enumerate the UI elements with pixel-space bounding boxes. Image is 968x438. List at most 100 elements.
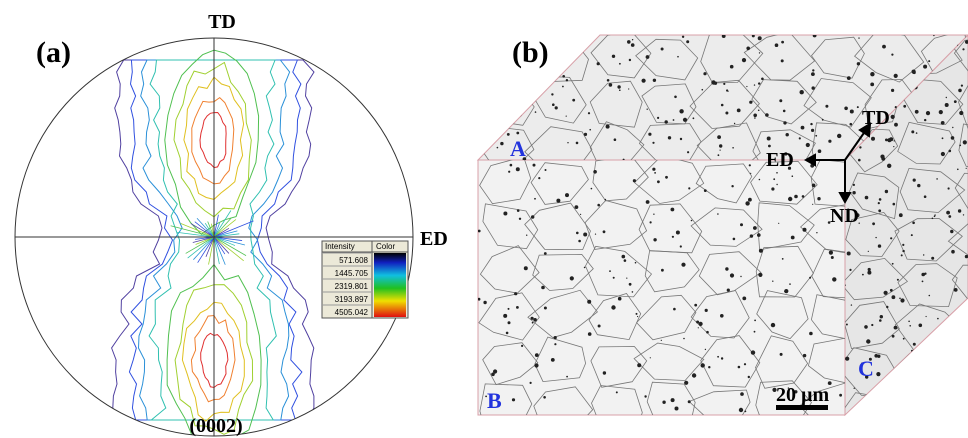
pore [510, 164, 513, 167]
contour-spike [191, 224, 214, 237]
pore [683, 338, 685, 340]
pore [629, 283, 632, 286]
legend-value: 4505.042 [335, 308, 369, 317]
pore [699, 322, 703, 326]
pore [786, 133, 789, 136]
pore [850, 110, 854, 114]
pore [754, 331, 756, 333]
pore [624, 259, 627, 262]
pore [911, 234, 913, 236]
pore [903, 338, 905, 340]
contour-spike [186, 237, 214, 253]
pore [923, 254, 924, 255]
pore [778, 223, 779, 224]
pore [757, 233, 761, 237]
pore [913, 343, 916, 346]
pore [603, 230, 606, 233]
pore [732, 147, 734, 149]
pore [892, 335, 895, 338]
grain [957, 308, 968, 351]
pore [535, 353, 539, 357]
pore [767, 137, 771, 141]
pore [534, 85, 538, 89]
pore [758, 110, 760, 112]
pore [654, 172, 656, 174]
pore [652, 168, 655, 171]
pore [912, 70, 916, 74]
pore [919, 324, 923, 328]
pore [723, 83, 725, 85]
pore [879, 198, 882, 201]
pore [812, 69, 814, 71]
pore [941, 152, 945, 156]
pore [591, 188, 593, 190]
pore [677, 56, 679, 58]
contour-spike [193, 237, 214, 260]
pore [899, 213, 903, 217]
pore [761, 78, 764, 81]
pore [959, 111, 963, 115]
pore [942, 137, 944, 139]
pore [812, 86, 815, 89]
pore [681, 263, 685, 267]
pore [919, 371, 923, 375]
pore [954, 288, 958, 292]
pore [962, 48, 964, 50]
pore [589, 129, 591, 131]
pore [928, 60, 930, 62]
pore [657, 180, 660, 183]
panel-label: (a) [36, 36, 71, 69]
pore [748, 376, 750, 378]
pore [720, 150, 721, 151]
pore [832, 277, 836, 281]
pore [499, 66, 502, 69]
pore [496, 50, 499, 53]
pore [650, 221, 652, 223]
pore [742, 58, 746, 62]
pore [524, 266, 528, 270]
pore [792, 175, 794, 177]
contour [191, 316, 235, 402]
pore [950, 324, 952, 326]
pore [817, 197, 820, 200]
pore [516, 167, 520, 171]
pore [811, 129, 814, 132]
pore [811, 72, 815, 76]
pore [870, 83, 874, 87]
pore [529, 80, 531, 82]
pore [708, 366, 710, 368]
pore [517, 209, 520, 212]
pore [924, 119, 926, 121]
pore [828, 140, 831, 143]
pore [751, 101, 753, 103]
pore [875, 237, 876, 238]
pore [958, 209, 961, 212]
pore [829, 251, 833, 255]
pore [662, 401, 665, 404]
figure: (a) TD ED (0002) Intensity Color 571.608… [0, 0, 968, 438]
pore [936, 413, 939, 416]
pore [609, 270, 611, 272]
pore [783, 121, 786, 124]
pore [924, 273, 926, 275]
face-label: B [487, 388, 502, 413]
pore [687, 151, 689, 153]
pore [533, 164, 536, 167]
pore [936, 178, 938, 180]
pore [839, 394, 842, 397]
pore [661, 340, 662, 341]
pore [865, 196, 869, 200]
pore [809, 332, 813, 336]
pore [673, 119, 675, 121]
pore [783, 110, 786, 113]
pore [891, 89, 894, 92]
pore [609, 83, 613, 87]
pore [635, 262, 637, 264]
pore [812, 204, 813, 205]
pore [871, 137, 875, 141]
pore [794, 195, 798, 199]
pore [587, 300, 591, 304]
pore [605, 199, 607, 201]
pore [913, 179, 916, 182]
pore [603, 371, 606, 374]
